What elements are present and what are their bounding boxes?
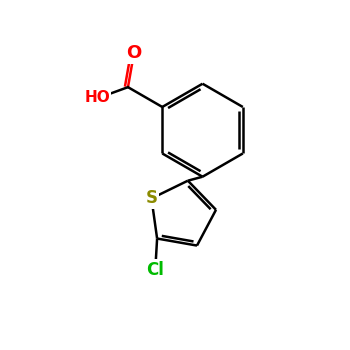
Text: S: S bbox=[146, 189, 158, 208]
Text: O: O bbox=[126, 44, 141, 62]
Text: Cl: Cl bbox=[146, 260, 164, 279]
Text: HO: HO bbox=[84, 90, 110, 105]
